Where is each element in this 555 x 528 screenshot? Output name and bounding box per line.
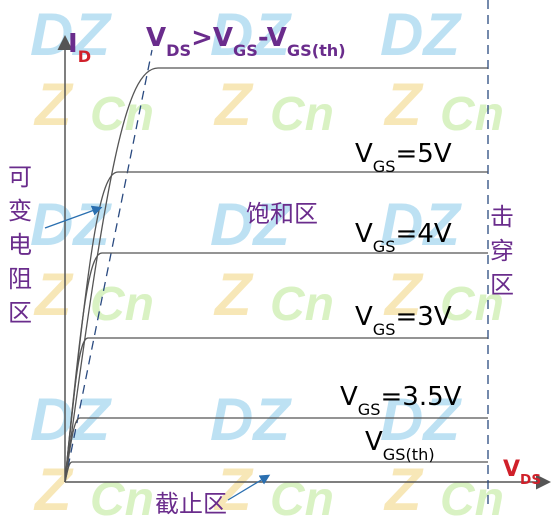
text-part: V: [503, 457, 520, 482]
text-part: -V: [258, 23, 287, 53]
region-label: 阻: [8, 265, 32, 293]
text-part: GS: [233, 41, 258, 60]
text-part: V: [340, 382, 358, 412]
watermark-big: DZ: [30, 191, 112, 258]
saturation-condition: VDS>VGS-VGS(th): [146, 23, 346, 60]
text-part: GS(th): [383, 445, 435, 464]
watermark-small: Cn: [270, 88, 334, 141]
watermark-z: Z: [213, 456, 254, 523]
watermark-z: Z: [383, 456, 424, 523]
arrow: [227, 474, 271, 501]
watermark-small: Cn: [440, 88, 504, 141]
watermark-small: Cn: [90, 88, 154, 141]
watermark-z: Z: [383, 261, 424, 328]
watermark-z: Z: [213, 261, 254, 328]
curve: [64, 67, 488, 483]
region-label: 击: [490, 203, 514, 231]
curve-label: VGS=3V: [355, 302, 452, 339]
text-part: =4V: [396, 219, 452, 249]
watermark-big: DZ: [210, 191, 292, 258]
y-axis-label: ID: [68, 29, 91, 66]
watermark-z: Z: [213, 71, 254, 138]
text-part: =3V: [396, 302, 452, 332]
curves: [64, 67, 488, 483]
curve-label: VGS(th): [365, 427, 435, 464]
watermark-big: DZ: [380, 1, 462, 68]
region-label: 穿: [490, 237, 514, 265]
watermark-small: Cn: [90, 473, 154, 526]
text-part: DS: [166, 41, 191, 60]
region-label: 饱和区: [246, 200, 318, 228]
text-part: =3.5V: [381, 382, 462, 412]
text-part: V: [365, 427, 383, 457]
region-label: 可: [8, 163, 32, 191]
text-part: GS: [373, 320, 396, 339]
curve-label: VGS=4V: [355, 219, 452, 256]
text-part: V: [355, 302, 373, 332]
text-part: DS: [520, 472, 541, 488]
text-part: GS: [358, 400, 381, 419]
watermark-big: DZ: [210, 1, 292, 68]
curve: [64, 461, 488, 483]
watermark-small: Cn: [440, 278, 504, 331]
text-part: >V: [191, 23, 233, 53]
watermark-big: DZ: [30, 1, 112, 68]
watermark-z: Z: [33, 261, 74, 328]
region-label: 区: [8, 299, 32, 327]
x-axis-label: VDS: [503, 457, 541, 488]
curve-label: VGS=5V: [355, 139, 452, 176]
curve: [64, 417, 488, 483]
text-part: V: [355, 139, 373, 169]
text-part: V: [146, 23, 166, 53]
arrow: [44, 205, 103, 229]
watermark-small: Cn: [90, 278, 154, 331]
watermark-small: Cn: [440, 473, 504, 526]
curve-label: VGS=3.5V: [340, 382, 462, 419]
text-part: I: [68, 29, 78, 59]
region-label: 变: [8, 197, 32, 225]
watermark-big: DZ: [210, 386, 292, 453]
saturation-boundary: [64, 49, 153, 483]
text-part: =5V: [396, 139, 452, 169]
region-label: 电: [8, 231, 32, 259]
text-part: GS: [373, 157, 396, 176]
watermark-small: Cn: [270, 473, 334, 526]
text-part: V: [355, 219, 373, 249]
watermark-big: DZ: [380, 386, 462, 453]
watermark-big: DZ: [380, 191, 462, 258]
region-label: 截止区: [155, 490, 227, 518]
watermark-z: Z: [33, 71, 74, 138]
labels: IDVDSVDS>VGS-VGS(th)VGS=5VVGS=4VVGS=3VVG…: [8, 23, 541, 518]
watermark-small: Cn: [270, 278, 334, 331]
text-part: GS: [373, 237, 396, 256]
region-label: 区: [490, 271, 514, 299]
text-part: D: [78, 47, 91, 66]
text-part: GS(th): [287, 41, 346, 60]
curve: [64, 337, 488, 483]
watermark-z: Z: [383, 71, 424, 138]
